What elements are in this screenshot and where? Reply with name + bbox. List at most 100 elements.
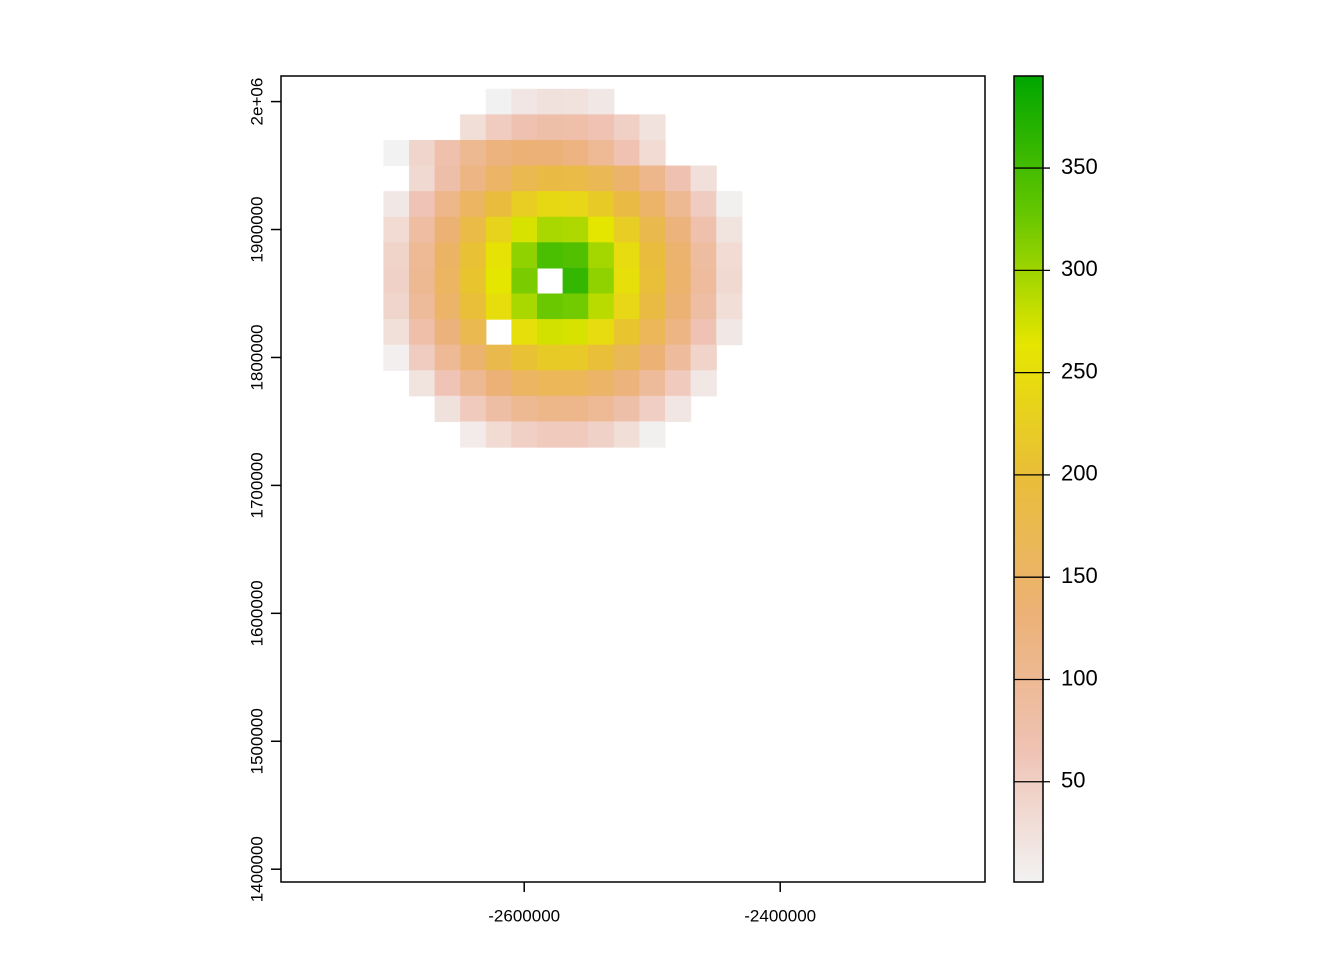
raster-cell — [665, 242, 692, 269]
raster-cell — [434, 139, 461, 167]
raster-cell — [383, 216, 410, 243]
y-tick-label: 1400000 — [247, 836, 266, 902]
raster-cell — [562, 88, 589, 115]
raster-cell — [485, 88, 512, 115]
raster-cell — [434, 370, 461, 397]
raster-cell — [434, 242, 461, 269]
raster-cell — [665, 319, 692, 346]
raster-cell — [613, 216, 640, 243]
raster-cell — [537, 370, 564, 397]
raster-cell — [485, 165, 512, 192]
raster-cell — [665, 267, 692, 295]
raster-cell — [511, 421, 538, 448]
colorbar-tick-label: 300 — [1061, 256, 1098, 281]
raster-cell — [434, 267, 461, 295]
raster-cell — [588, 421, 615, 448]
raster-cell — [613, 293, 640, 320]
raster-cell — [537, 242, 564, 269]
raster-cell — [690, 370, 717, 397]
raster-cell — [562, 216, 589, 243]
raster-cell — [588, 267, 615, 295]
raster-cell — [613, 370, 640, 397]
raster-cell — [434, 395, 461, 423]
raster-cell — [460, 267, 487, 295]
raster-cell — [409, 267, 436, 295]
raster-cell — [537, 293, 564, 320]
raster-cell — [562, 165, 589, 192]
raster-cell — [460, 191, 487, 218]
raster-cell — [562, 293, 589, 320]
colorbar — [1013, 75, 1044, 883]
y-tick-label: 2e+06 — [247, 78, 266, 126]
raster-cell — [588, 344, 615, 371]
colorbar-tick-label: 250 — [1061, 358, 1098, 383]
raster-cell — [613, 344, 640, 371]
raster-cell — [639, 395, 666, 423]
raster-cell — [639, 319, 666, 346]
x-tick-label: -2600000 — [488, 906, 560, 925]
raster-cell — [537, 114, 564, 141]
raster-cell — [562, 242, 589, 269]
raster-cell — [434, 216, 461, 243]
raster-cell — [537, 88, 564, 115]
raster-cell — [639, 370, 666, 397]
raster — [383, 88, 743, 448]
raster-cell — [409, 319, 436, 346]
raster-cell — [537, 191, 564, 218]
raster-cell — [383, 267, 410, 295]
y-tick-label: 1600000 — [247, 580, 266, 646]
raster-cell — [588, 165, 615, 192]
plot-frame — [280, 75, 986, 883]
raster-cell — [511, 267, 538, 295]
colorbar-tick-label: 100 — [1061, 665, 1098, 690]
raster-cell — [588, 395, 615, 423]
raster-cell — [588, 216, 615, 243]
raster-cell — [613, 319, 640, 346]
raster-cell — [537, 139, 564, 167]
raster-cell — [562, 370, 589, 397]
raster-cell — [511, 165, 538, 192]
raster-cell — [639, 216, 666, 243]
raster-cell — [383, 319, 410, 346]
raster-cell — [485, 370, 512, 397]
raster-cell — [613, 114, 640, 141]
raster-cell — [537, 421, 564, 448]
raster-cell — [409, 370, 436, 397]
raster-cell — [511, 114, 538, 141]
raster-cell — [485, 242, 512, 269]
raster-cell — [409, 165, 436, 192]
raster-cell — [716, 242, 743, 269]
raster-cell — [613, 191, 640, 218]
raster-cell — [665, 216, 692, 243]
raster-cell — [562, 395, 589, 423]
raster-cell — [639, 344, 666, 371]
raster-cell — [434, 344, 461, 371]
raster-cell — [639, 191, 666, 218]
raster-cell — [511, 88, 538, 115]
raster-cell — [665, 344, 692, 371]
raster-cell — [716, 267, 743, 295]
raster-cell — [716, 191, 743, 218]
raster-cell — [690, 344, 717, 371]
raster-cell — [613, 242, 640, 269]
raster-cell — [537, 165, 564, 192]
raster-cell — [562, 139, 589, 167]
raster-cell — [511, 191, 538, 218]
raster-cell — [434, 191, 461, 218]
raster-cell — [690, 165, 717, 192]
raster-cell — [613, 165, 640, 192]
raster-cell — [665, 191, 692, 218]
raster-cell — [460, 421, 487, 448]
raster-cell — [383, 139, 410, 167]
raster-cell — [460, 319, 487, 346]
raster-cell — [485, 395, 512, 423]
raster-cell — [485, 293, 512, 320]
raster-cell — [485, 267, 512, 295]
raster-cell — [716, 216, 743, 243]
raster-cell — [562, 267, 589, 295]
raster-cell — [562, 344, 589, 371]
raster-cell — [562, 319, 589, 346]
colorbar-tick-label: 50 — [1061, 768, 1085, 793]
raster-cell — [588, 191, 615, 218]
raster-cell — [665, 293, 692, 320]
